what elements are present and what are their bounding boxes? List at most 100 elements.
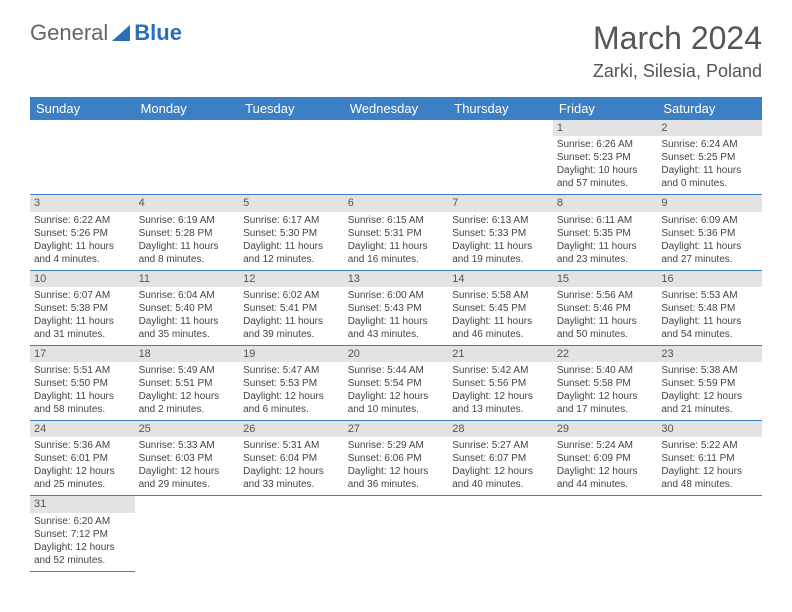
cell-body: Sunrise: 5:51 AMSunset: 5:50 PMDaylight:…: [30, 362, 135, 420]
day-number: 12: [239, 271, 344, 287]
day-number: 15: [553, 271, 658, 287]
sunrise-text: Sunrise: 6:00 AM: [348, 289, 445, 302]
calendar-cell: 22Sunrise: 5:40 AMSunset: 5:58 PMDayligh…: [553, 345, 658, 420]
cell-body: Sunrise: 5:29 AMSunset: 6:06 PMDaylight:…: [344, 437, 449, 495]
cell-body: Sunrise: 6:24 AMSunset: 5:25 PMDaylight:…: [657, 136, 762, 194]
calendar-cell: 4Sunrise: 6:19 AMSunset: 5:28 PMDaylight…: [135, 195, 240, 270]
day-number: 25: [135, 421, 240, 437]
calendar-cell: 2Sunrise: 6:24 AMSunset: 5:25 PMDaylight…: [657, 120, 762, 195]
daylight-text: Daylight: 11 hours and 54 minutes.: [661, 315, 758, 341]
daylight-text: Daylight: 12 hours and 2 minutes.: [139, 390, 236, 416]
calendar-cell: 15Sunrise: 5:56 AMSunset: 5:46 PMDayligh…: [553, 270, 658, 345]
daylight-text: Daylight: 11 hours and 50 minutes.: [557, 315, 654, 341]
calendar-cell: 5Sunrise: 6:17 AMSunset: 5:30 PMDaylight…: [239, 195, 344, 270]
calendar-cell: [553, 496, 658, 571]
sunrise-text: Sunrise: 6:13 AM: [452, 214, 549, 227]
cell-body: Sunrise: 5:56 AMSunset: 5:46 PMDaylight:…: [553, 287, 658, 345]
sunrise-text: Sunrise: 6:07 AM: [34, 289, 131, 302]
sunrise-text: Sunrise: 5:49 AM: [139, 364, 236, 377]
calendar-cell: [448, 496, 553, 571]
brand-logo: GeneralBlue: [30, 20, 182, 46]
weekday-header: Thursday: [448, 97, 553, 120]
calendar-week-row: 24Sunrise: 5:36 AMSunset: 6:01 PMDayligh…: [30, 421, 762, 496]
sunset-text: Sunset: 6:09 PM: [557, 452, 654, 465]
daylight-text: Daylight: 11 hours and 19 minutes.: [452, 240, 549, 266]
sunrise-text: Sunrise: 6:15 AM: [348, 214, 445, 227]
calendar-cell: 27Sunrise: 5:29 AMSunset: 6:06 PMDayligh…: [344, 421, 449, 496]
calendar-cell: 17Sunrise: 5:51 AMSunset: 5:50 PMDayligh…: [30, 345, 135, 420]
sunrise-text: Sunrise: 5:51 AM: [34, 364, 131, 377]
calendar-cell: [657, 496, 762, 571]
cell-body: Sunrise: 6:22 AMSunset: 5:26 PMDaylight:…: [30, 212, 135, 270]
daylight-text: Daylight: 11 hours and 27 minutes.: [661, 240, 758, 266]
daylight-text: Daylight: 12 hours and 10 minutes.: [348, 390, 445, 416]
daylight-text: Daylight: 11 hours and 39 minutes.: [243, 315, 340, 341]
calendar-cell: 11Sunrise: 6:04 AMSunset: 5:40 PMDayligh…: [135, 270, 240, 345]
title-block: March 2024 Zarki, Silesia, Poland: [593, 20, 762, 82]
cell-body: Sunrise: 6:02 AMSunset: 5:41 PMDaylight:…: [239, 287, 344, 345]
sunset-text: Sunset: 5:54 PM: [348, 377, 445, 390]
calendar-cell: 30Sunrise: 5:22 AMSunset: 6:11 PMDayligh…: [657, 421, 762, 496]
calendar-cell: 1Sunrise: 6:26 AMSunset: 5:23 PMDaylight…: [553, 120, 658, 195]
sunset-text: Sunset: 5:35 PM: [557, 227, 654, 240]
calendar-cell: 26Sunrise: 5:31 AMSunset: 6:04 PMDayligh…: [239, 421, 344, 496]
cell-body: Sunrise: 5:38 AMSunset: 5:59 PMDaylight:…: [657, 362, 762, 420]
weekday-header: Wednesday: [344, 97, 449, 120]
sunrise-text: Sunrise: 5:47 AM: [243, 364, 340, 377]
daylight-text: Daylight: 11 hours and 46 minutes.: [452, 315, 549, 341]
day-number: 9: [657, 195, 762, 211]
month-title: March 2024: [593, 20, 762, 57]
calendar-week-row: 17Sunrise: 5:51 AMSunset: 5:50 PMDayligh…: [30, 345, 762, 420]
calendar-cell: 9 Sunrise: 6:09 AMSunset: 5:36 PMDaylight…: [657, 195, 762, 270]
daylight-text: Daylight: 11 hours and 12 minutes.: [243, 240, 340, 266]
sunrise-text: Sunrise: 5:29 AM: [348, 439, 445, 452]
calendar-cell: 6Sunrise: 6:15 AMSunset: 5:31 PMDaylight…: [344, 195, 449, 270]
sunset-text: Sunset: 5:33 PM: [452, 227, 549, 240]
day-number: 3: [30, 195, 135, 211]
cell-body: Sunrise: 5:33 AMSunset: 6:03 PMDaylight:…: [135, 437, 240, 495]
day-number: 1: [553, 120, 658, 136]
sunrise-text: Sunrise: 5:27 AM: [452, 439, 549, 452]
sunset-text: Sunset: 5:45 PM: [452, 302, 549, 315]
sunrise-text: Sunrise: 5:42 AM: [452, 364, 549, 377]
sunset-text: Sunset: 5:56 PM: [452, 377, 549, 390]
day-number: 14: [448, 271, 553, 287]
daylight-text: Daylight: 11 hours and 43 minutes.: [348, 315, 445, 341]
day-number: 21: [448, 346, 553, 362]
sunset-text: Sunset: 7:12 PM: [34, 528, 131, 541]
sunset-text: Sunset: 5:50 PM: [34, 377, 131, 390]
sunset-text: Sunset: 5:28 PM: [139, 227, 236, 240]
day-number: 29: [553, 421, 658, 437]
daylight-text: Daylight: 12 hours and 44 minutes.: [557, 465, 654, 491]
sunset-text: Sunset: 6:06 PM: [348, 452, 445, 465]
sunset-text: Sunset: 5:36 PM: [661, 227, 758, 240]
sunrise-text: Sunrise: 5:33 AM: [139, 439, 236, 452]
sunset-text: Sunset: 5:25 PM: [661, 151, 758, 164]
sunrise-text: Sunrise: 6:26 AM: [557, 138, 654, 151]
cell-body: Sunrise: 6:20 AMSunset: 7:12 PMDaylight:…: [30, 513, 135, 571]
sunrise-text: Sunrise: 5:40 AM: [557, 364, 654, 377]
daylight-text: Daylight: 12 hours and 13 minutes.: [452, 390, 549, 416]
daylight-text: Daylight: 11 hours and 8 minutes.: [139, 240, 236, 266]
day-number: 2: [657, 120, 762, 136]
daylight-text: Daylight: 12 hours and 52 minutes.: [34, 541, 131, 567]
weekday-header: Friday: [553, 97, 658, 120]
sunset-text: Sunset: 5:46 PM: [557, 302, 654, 315]
day-number: 19: [239, 346, 344, 362]
sunset-text: Sunset: 6:07 PM: [452, 452, 549, 465]
calendar-cell: 7Sunrise: 6:13 AMSunset: 5:33 PMDaylight…: [448, 195, 553, 270]
daylight-text: Daylight: 11 hours and 16 minutes.: [348, 240, 445, 266]
calendar-cell: 13Sunrise: 6:00 AMSunset: 5:43 PMDayligh…: [344, 270, 449, 345]
calendar-cell: 23Sunrise: 5:38 AMSunset: 5:59 PMDayligh…: [657, 345, 762, 420]
calendar-cell: 19Sunrise: 5:47 AMSunset: 5:53 PMDayligh…: [239, 345, 344, 420]
sunrise-text: Sunrise: 5:36 AM: [34, 439, 131, 452]
cell-body: Sunrise: 6:11 AMSunset: 5:35 PMDaylight:…: [553, 212, 658, 270]
daylight-text: Daylight: 12 hours and 25 minutes.: [34, 465, 131, 491]
calendar-body: 1Sunrise: 6:26 AMSunset: 5:23 PMDaylight…: [30, 120, 762, 571]
sunrise-text: Sunrise: 6:02 AM: [243, 289, 340, 302]
day-number: 27: [344, 421, 449, 437]
sunrise-text: Sunrise: 6:09 AM: [661, 214, 758, 227]
calendar-cell: [344, 496, 449, 571]
sunset-text: Sunset: 5:53 PM: [243, 377, 340, 390]
sunset-text: Sunset: 5:51 PM: [139, 377, 236, 390]
